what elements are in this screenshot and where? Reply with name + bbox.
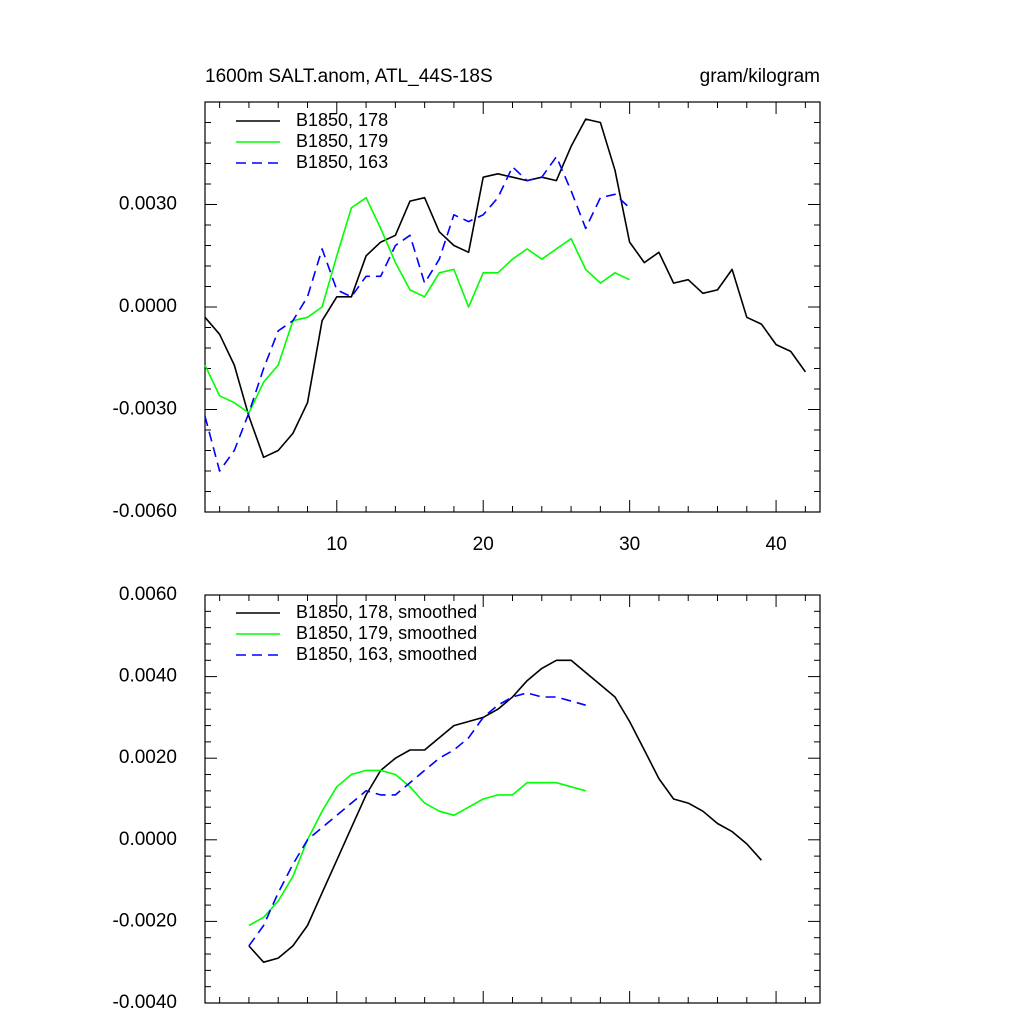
y-tick-label: -0.0040 xyxy=(113,992,177,1013)
chart-title: 1600m SALT.anom, ATL_44S-18S xyxy=(205,66,493,87)
units-label: gram/kilogram xyxy=(700,66,820,87)
y-tick-label: 0.0030 xyxy=(119,194,177,215)
series-line-2 xyxy=(204,196,630,414)
series-line-1 xyxy=(204,118,807,459)
x-tick-label: 10 xyxy=(326,534,347,555)
legend-label-3: B1850, 163 xyxy=(296,152,388,172)
y-tick-label: 0.0000 xyxy=(119,829,177,850)
y-tick-label: 0.0020 xyxy=(119,747,177,768)
series-line-3 xyxy=(204,155,631,472)
top-panel: 10 20 30 40 -0.0060 -0.0030 0.0000 0.0030 B1850,… xyxy=(113,101,821,555)
x-tick-label: 30 xyxy=(619,534,640,555)
series-line-3 xyxy=(248,692,586,947)
series-line-1 xyxy=(248,659,762,964)
legend-label-3: B1850, 163, smoothed xyxy=(296,644,477,664)
legend-label-1: B1850, 178, smoothed xyxy=(296,602,477,622)
y-tick-label: -0.0030 xyxy=(113,399,177,420)
y-tick-label: -0.0020 xyxy=(113,910,177,931)
y-tick-label: -0.0060 xyxy=(113,501,177,522)
bottom-panel: -0.0040 -0.0020 0.0000 0.0020 0.0040 0.0060 B1… xyxy=(113,584,821,1013)
x-tick-label: 40 xyxy=(766,534,787,555)
x-tick-label: 20 xyxy=(473,534,494,555)
y-tick-label: 0.0060 xyxy=(119,584,177,605)
legend-label-1: B1850, 178 xyxy=(296,110,388,130)
y-tick-label: 0.0040 xyxy=(119,666,177,687)
y-tick-label: 0.0000 xyxy=(119,296,177,317)
legend-label-2: B1850, 179 xyxy=(296,131,388,151)
series-line-2 xyxy=(248,769,586,927)
legend-label-2: B1850, 179, smoothed xyxy=(296,623,477,643)
